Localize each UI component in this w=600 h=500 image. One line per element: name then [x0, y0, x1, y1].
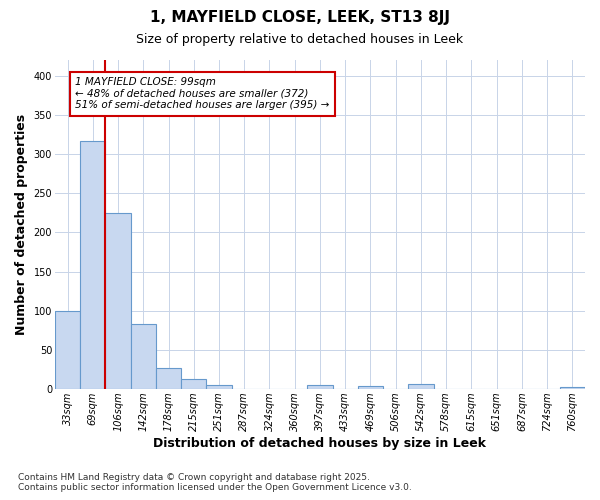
Bar — [409, 384, 434, 389]
Bar — [206, 385, 232, 389]
Bar — [106, 213, 131, 389]
Bar — [358, 386, 383, 389]
X-axis label: Distribution of detached houses by size in Leek: Distribution of detached houses by size … — [154, 437, 487, 450]
Text: 1 MAYFIELD CLOSE: 99sqm
← 48% of detached houses are smaller (372)
51% of semi-d: 1 MAYFIELD CLOSE: 99sqm ← 48% of detache… — [75, 77, 329, 110]
Bar — [55, 310, 80, 389]
Text: Size of property relative to detached houses in Leek: Size of property relative to detached ho… — [136, 32, 464, 46]
Bar — [131, 324, 156, 389]
Bar — [560, 388, 585, 389]
Bar — [181, 379, 206, 389]
Text: 1, MAYFIELD CLOSE, LEEK, ST13 8JJ: 1, MAYFIELD CLOSE, LEEK, ST13 8JJ — [150, 10, 450, 25]
Y-axis label: Number of detached properties: Number of detached properties — [15, 114, 28, 335]
Bar — [80, 140, 106, 389]
Bar — [307, 385, 332, 389]
Text: Contains HM Land Registry data © Crown copyright and database right 2025.
Contai: Contains HM Land Registry data © Crown c… — [18, 473, 412, 492]
Bar — [156, 368, 181, 389]
